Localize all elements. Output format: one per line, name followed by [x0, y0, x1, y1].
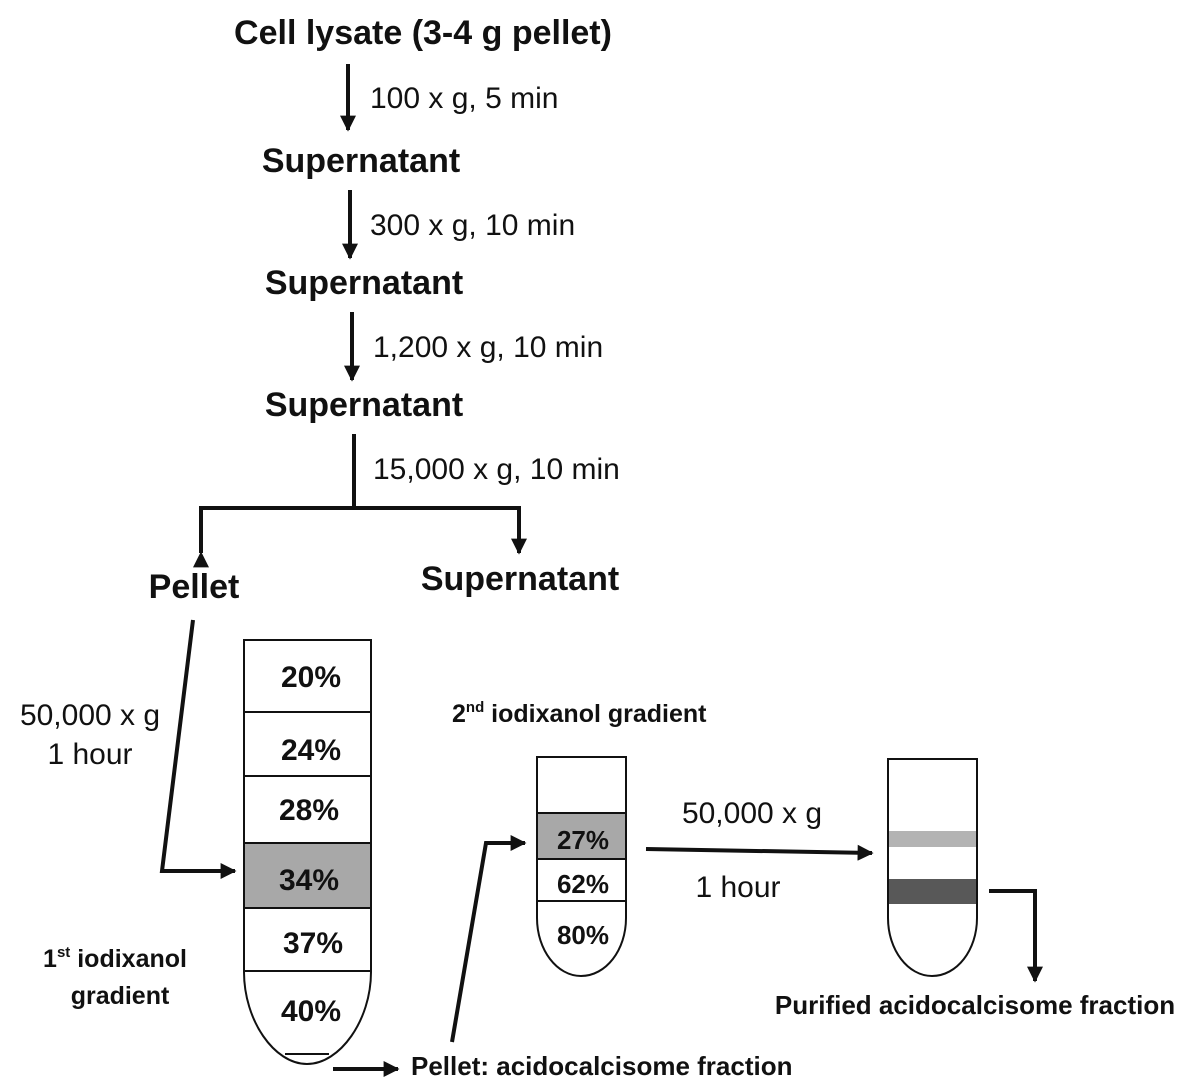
gradient2-layer: 27% — [557, 825, 609, 855]
gradient1-layer: 37% — [283, 927, 343, 960]
gradient1-label-number: 1 — [43, 945, 57, 973]
final-tube-outline — [887, 758, 978, 978]
gradient1-outline — [243, 639, 372, 1066]
spin1-time: 1 hour — [47, 738, 132, 771]
step-4-condition: 15,000 x g, 10 min — [373, 453, 620, 486]
step-3-condition: 1,200 x g, 10 min — [373, 331, 603, 364]
gradient1-label: 1st iodixanol — [43, 944, 187, 973]
gradient2-layer: 62% — [557, 869, 609, 899]
final-dark-band — [888, 879, 977, 904]
pellet-to-gradient1-arrow — [159, 619, 237, 879]
gradient1-layer: 40% — [281, 995, 341, 1028]
gradient1-label-line2: gradient — [71, 982, 170, 1010]
gradient2-outline — [536, 756, 627, 978]
final-output-label: Purified acidocalcisome fraction — [775, 990, 1175, 1020]
gradient1-layer: 34% — [279, 864, 339, 897]
spin1-speed: 50,000 x g — [20, 699, 160, 732]
gradient1-layer: 24% — [281, 734, 341, 767]
gradient2-highlight-band — [537, 813, 626, 859]
step-3-result: Supernatant — [265, 386, 463, 424]
gradient1-layer: 20% — [281, 661, 341, 694]
gradient1-tube: 20% 24% 28% 34% 37% 40% — [243, 639, 372, 1066]
start-label: Cell lysate (3-4 g pellet) — [234, 14, 612, 52]
split-arrows — [193, 506, 527, 568]
spin2-arrow — [645, 844, 874, 861]
split-right-label: Supernatant — [421, 560, 619, 598]
step-2-result: Supernatant — [265, 264, 463, 302]
gradient2-layer: 80% — [557, 920, 609, 950]
spin2-time: 1 hour — [695, 871, 780, 904]
gradient1-label-sup: st — [57, 944, 70, 961]
final-output-arrow — [989, 889, 1043, 983]
gradient1-highlight-band — [244, 843, 371, 908]
split-left-label: Pellet — [149, 568, 240, 606]
pellet-output-label: Pellet: acidocalcisome fraction — [411, 1051, 792, 1081]
gradient2-label-sup: nd — [466, 699, 484, 716]
gradient2-label: 2nd iodixanol gradient — [452, 699, 707, 728]
step-2-condition: 300 x g, 10 min — [370, 209, 575, 242]
spin2-speed: 50,000 x g — [682, 797, 822, 830]
pellet-to-gradient2-arrow — [450, 835, 527, 1043]
step-1-result: Supernatant — [262, 142, 460, 180]
gradient2-label-rest: iodixanol gradient — [484, 700, 707, 728]
final-tube — [887, 758, 978, 978]
step-1-condition: 100 x g, 5 min — [370, 82, 558, 115]
gradient1-layer: 28% — [279, 794, 339, 827]
gradient1-label-line1: iodixanol — [70, 945, 187, 973]
final-light-band — [888, 831, 977, 847]
gradient2-label-number: 2 — [452, 700, 466, 728]
gradient2-tube: 27% 62% 80% — [536, 756, 627, 978]
